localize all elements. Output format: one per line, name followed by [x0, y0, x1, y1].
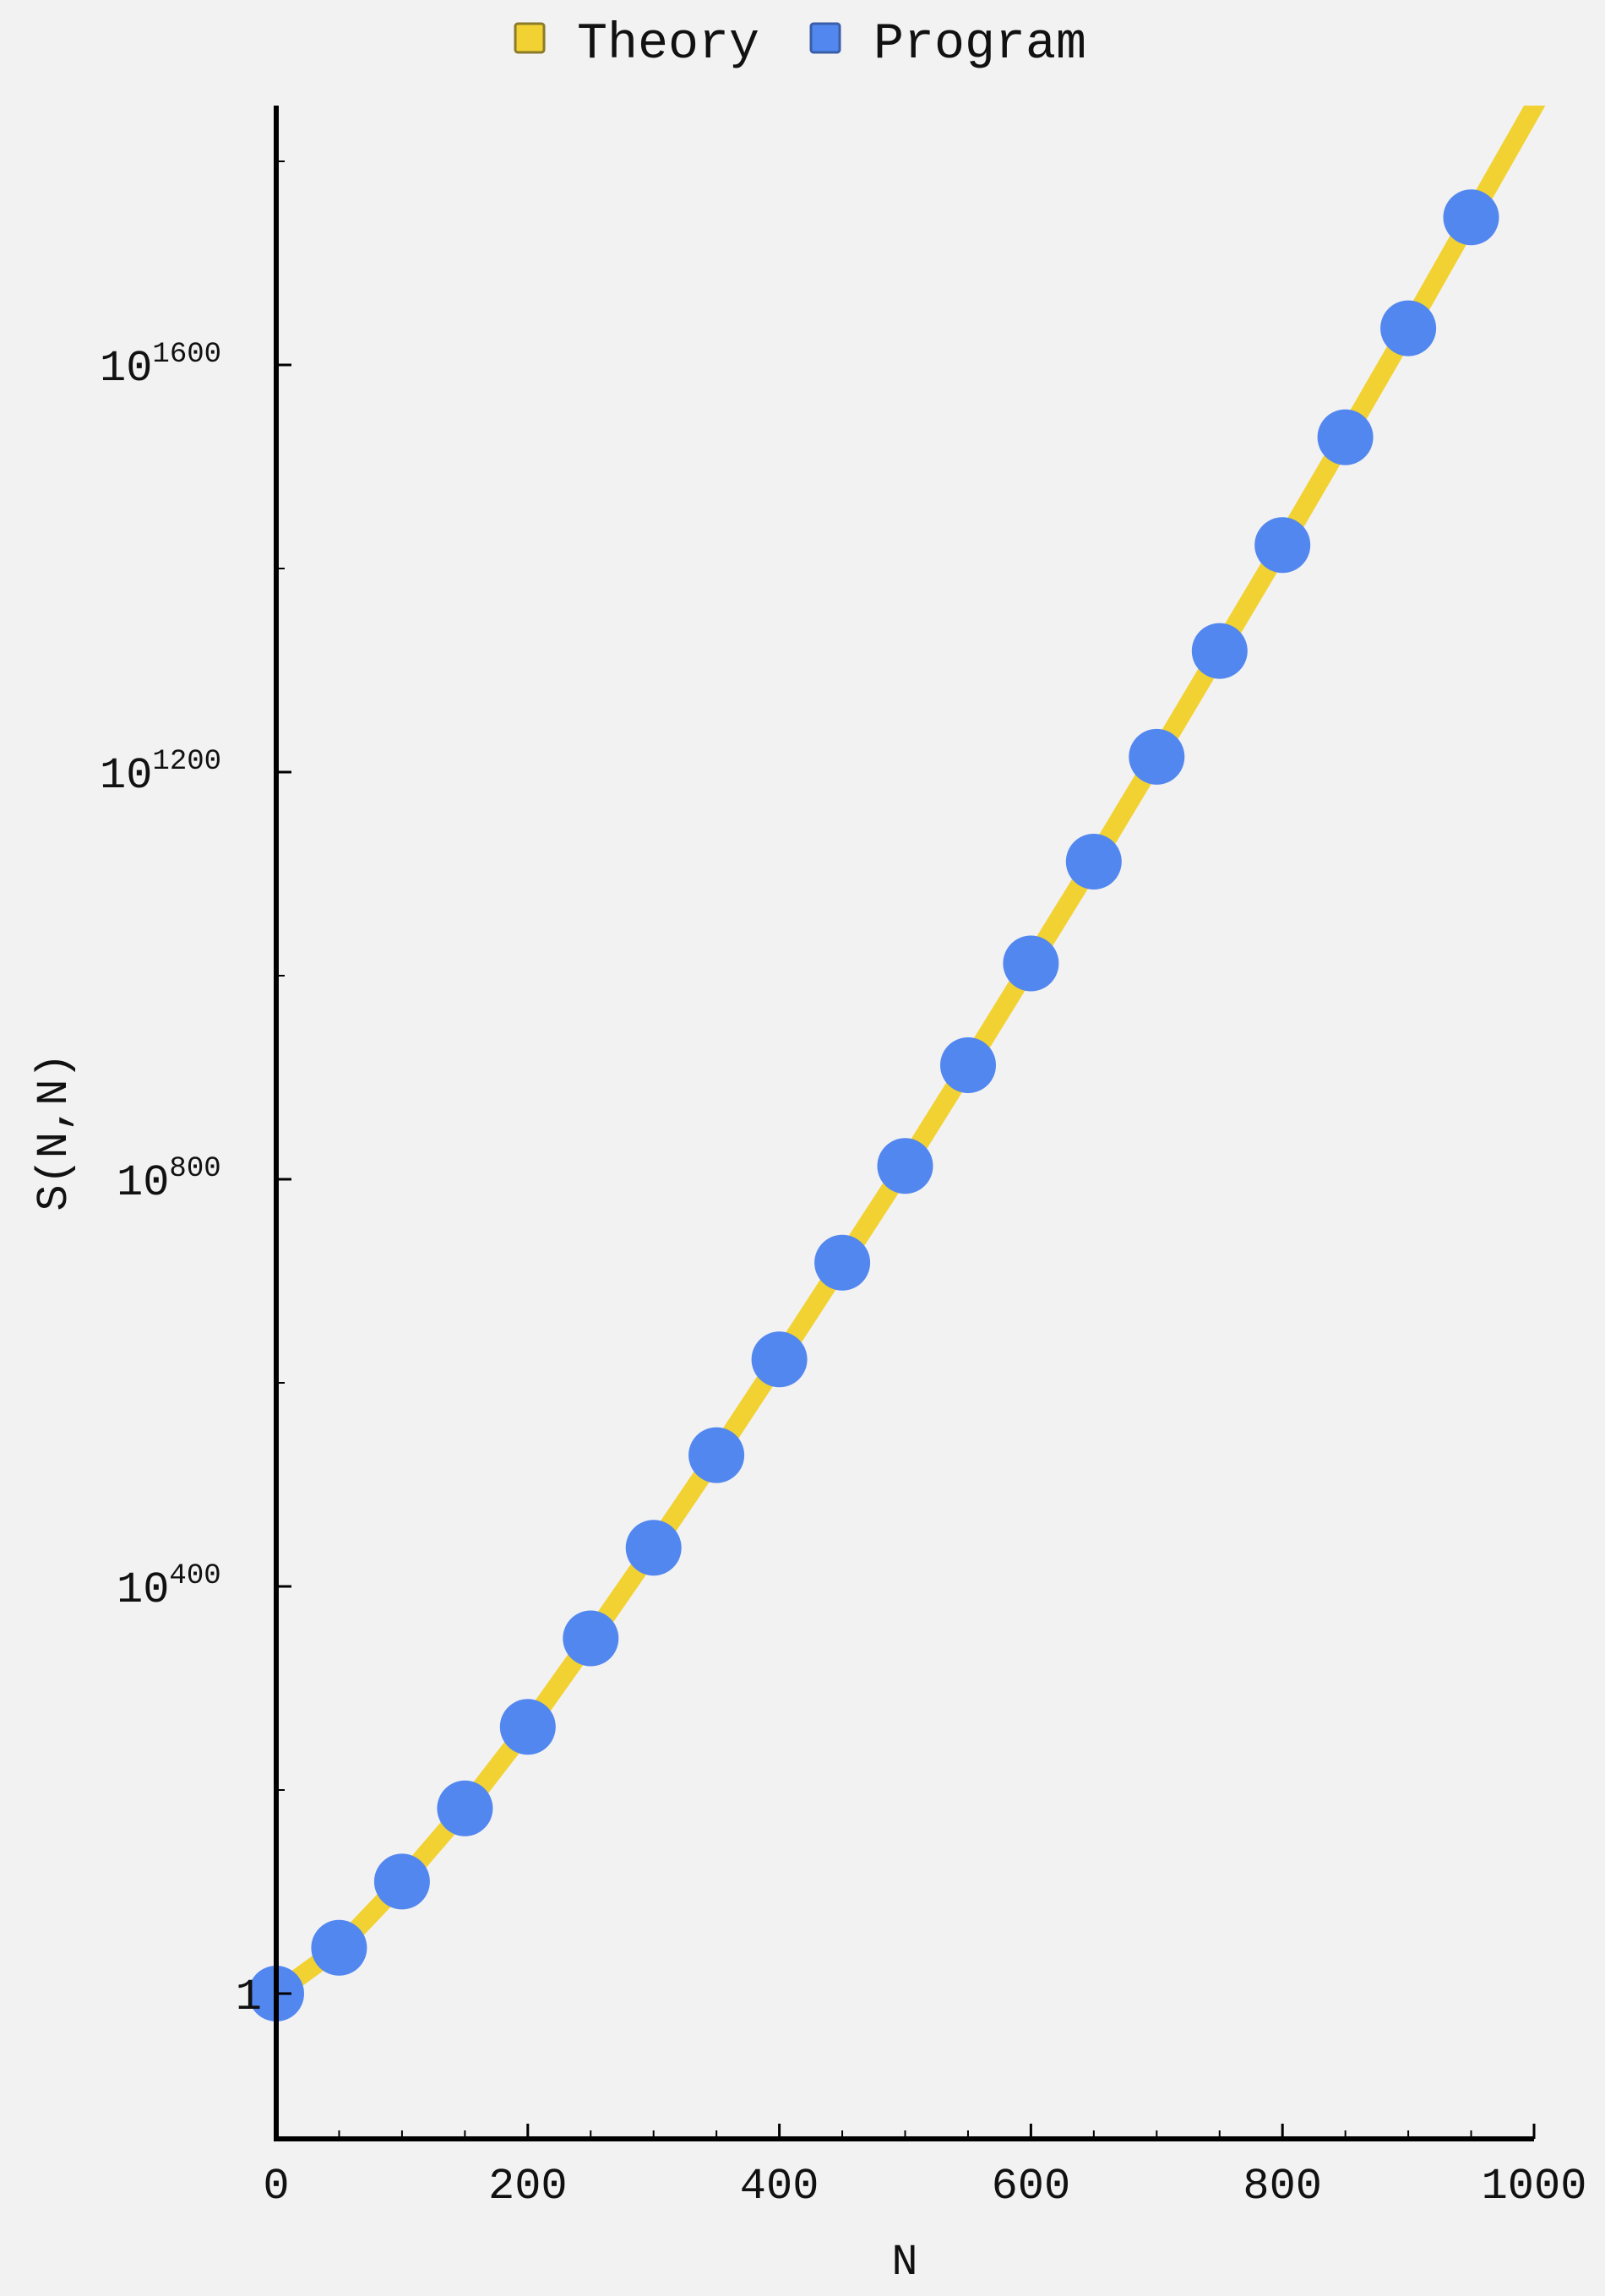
legend-swatch-theory — [514, 22, 546, 54]
plot-area — [248, 106, 1546, 2021]
x-tick-label: 200 — [488, 2162, 568, 2212]
y-tick-label: 1 — [236, 1972, 262, 2022]
program-point — [688, 1427, 745, 1483]
y-ticks: 1 10400 10800 101200 101600 — [100, 161, 291, 2022]
program-point — [499, 1699, 556, 1755]
y-tick-label: 101200 — [100, 746, 221, 801]
program-point — [814, 1234, 871, 1291]
program-point — [1443, 189, 1499, 246]
legend-swatch-program — [809, 22, 841, 54]
program-point — [1191, 623, 1248, 679]
program-point — [1065, 834, 1122, 890]
x-tick-label: 0 — [263, 2162, 289, 2212]
program-point — [563, 1610, 619, 1667]
axes: 0 200 400 600 800 1000 1 10400 10800 101200 10160… — [100, 106, 1586, 2212]
y-tick-label: 10800 — [117, 1153, 221, 1208]
program-point — [877, 1138, 933, 1194]
x-axis-title: N — [891, 2238, 917, 2288]
program-point — [1254, 517, 1311, 574]
x-tick-label: 800 — [1243, 2162, 1322, 2212]
program-point — [437, 1780, 493, 1836]
program-point — [1129, 728, 1185, 785]
legend: Theory Program — [514, 16, 1086, 73]
x-tick-label: 1000 — [1482, 2162, 1587, 2212]
x-tick-label: 600 — [992, 2162, 1071, 2212]
y-axis-title: S(N,N) — [30, 1053, 79, 1211]
theory-line — [270, 106, 1546, 2001]
y-tick-label: 10400 — [117, 1560, 221, 1615]
y-tick-label: 101600 — [100, 339, 221, 394]
legend-label-program: Program — [873, 16, 1086, 73]
program-point — [373, 1853, 430, 1910]
program-point — [751, 1331, 808, 1388]
program-point — [1003, 935, 1059, 992]
x-ticks: 0 200 400 600 800 1000 — [263, 2124, 1586, 2212]
legend-label-theory: Theory — [577, 16, 759, 73]
program-point — [940, 1037, 996, 1093]
program-point — [1317, 409, 1374, 465]
x-tick-label: 400 — [740, 2162, 819, 2212]
program-points — [248, 189, 1499, 2021]
program-point — [1380, 300, 1437, 356]
program-point — [311, 1919, 367, 1976]
program-point — [625, 1520, 682, 1576]
